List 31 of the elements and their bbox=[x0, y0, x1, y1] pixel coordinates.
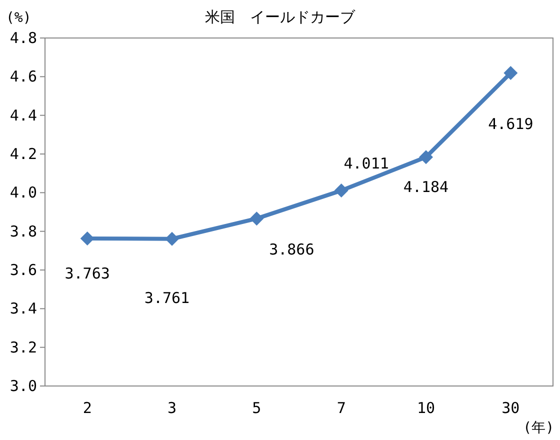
y-tick-label: 3.6 bbox=[10, 261, 37, 279]
point bbox=[334, 184, 348, 198]
x-tick-label: 3 bbox=[167, 399, 177, 417]
point bbox=[165, 232, 179, 246]
y-tick-label: 4.4 bbox=[10, 106, 37, 124]
y-tick-label: 3.0 bbox=[10, 377, 37, 395]
data-label: 3.761 bbox=[144, 288, 190, 307]
data-label: 4.619 bbox=[488, 114, 534, 133]
data-label: 4.184 bbox=[403, 178, 449, 196]
x-tick-label: 10 bbox=[416, 399, 436, 417]
y-tick-label: 4.6 bbox=[10, 68, 37, 86]
point bbox=[80, 231, 94, 246]
y-tick-label: 3.4 bbox=[10, 300, 37, 318]
data-label: 3.866 bbox=[269, 240, 314, 259]
data-label: 3.763 bbox=[64, 264, 110, 282]
y-tick-label: 3.8 bbox=[10, 222, 37, 240]
data-label: 4.011 bbox=[344, 154, 389, 173]
y-tick-label: 4.2 bbox=[10, 145, 37, 163]
y-tick-label: 4.0 bbox=[10, 184, 37, 202]
x-tick-label: 30 bbox=[502, 399, 520, 417]
point bbox=[504, 66, 518, 80]
x-axis-title: (年) bbox=[523, 420, 554, 436]
point bbox=[250, 212, 264, 226]
y-tick-label: 3.2 bbox=[10, 338, 37, 356]
y-tick-label: 4.8 bbox=[10, 29, 37, 47]
x-tick-label: 5 bbox=[252, 399, 262, 417]
y-axis-title: (%) bbox=[6, 10, 32, 26]
chart-title: 米国 イールドカーブ bbox=[205, 8, 356, 26]
x-tick-label: 2 bbox=[82, 399, 92, 417]
point bbox=[419, 150, 433, 164]
x-tick-label: 7 bbox=[336, 399, 346, 417]
